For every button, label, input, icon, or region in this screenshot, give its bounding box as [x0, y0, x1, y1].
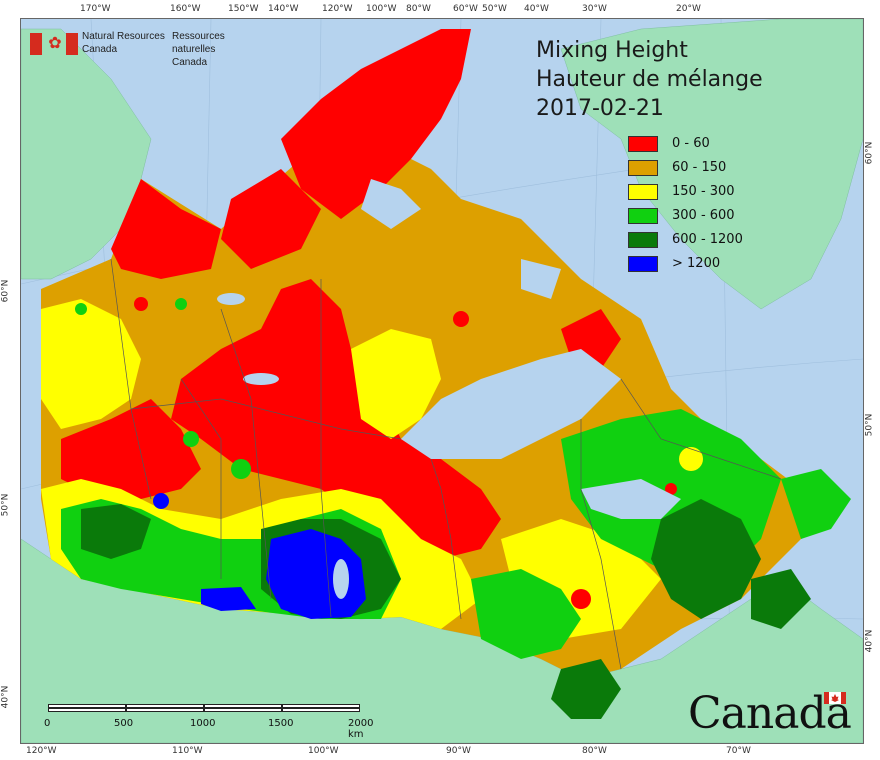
- agency-en-line2: Canada: [82, 44, 118, 55]
- zone-0-60: [221, 169, 321, 269]
- legend-label: 300 - 600: [672, 208, 735, 223]
- scale-label: 2000 km: [348, 718, 374, 740]
- zone-0-60: [281, 29, 471, 219]
- legend-label: > 1200: [672, 256, 721, 271]
- top-tick-label: 100°W: [366, 4, 397, 14]
- legend-swatch: [628, 232, 658, 248]
- top-tick-label: 30°W: [582, 4, 607, 14]
- water-bodies: [217, 179, 681, 599]
- legend-label: 60 - 150: [672, 160, 727, 175]
- top-tick-label: 170°W: [80, 4, 111, 14]
- zone-300-600: [471, 569, 581, 659]
- zone-600-1200: [751, 569, 811, 629]
- legend-item: 300 - 600: [628, 206, 788, 230]
- legend-label: 0 - 60: [672, 136, 710, 151]
- left-tick-label: 50°N: [0, 493, 11, 517]
- bottom-tick-label: 90°W: [446, 746, 471, 756]
- legend-item: 600 - 1200: [628, 230, 788, 254]
- top-tick-label: 140°W: [268, 4, 299, 14]
- legend-item: > 1200: [628, 254, 788, 278]
- bottom-tick-label: 110°W: [172, 746, 203, 756]
- zone-150-300: [351, 329, 441, 439]
- top-tick-label: 50°W: [482, 4, 507, 14]
- map-title: Mixing Height Hauteur de mélange 2017-02…: [536, 36, 836, 123]
- flag-bar-right: [66, 33, 78, 55]
- legend-label: 150 - 300: [672, 184, 735, 199]
- zone-600-1200: [651, 499, 761, 619]
- zone-over-1200: [201, 587, 256, 611]
- right-tick-label: 60°N: [864, 141, 875, 165]
- legend-swatch: [628, 208, 658, 224]
- bottom-tick-label: 80°W: [582, 746, 607, 756]
- maple-leaf-icon: ✿: [48, 35, 62, 52]
- zone-300-600: [781, 469, 851, 539]
- right-tick-label: 40°N: [864, 629, 875, 653]
- map-canvas: [20, 18, 864, 744]
- zone-600-1200: [81, 504, 151, 559]
- agency-name-en: Natural Resources Canada: [82, 30, 165, 56]
- bottom-tick-label: 120°W: [26, 746, 57, 756]
- legend-item: 0 - 60: [628, 134, 788, 158]
- top-tick-label: 120°W: [322, 4, 353, 14]
- top-tick-label: 160°W: [170, 4, 201, 14]
- scale-label: 500: [114, 718, 134, 729]
- title-french: Hauteur de mélange: [536, 67, 763, 92]
- legend-item: 60 - 150: [628, 158, 788, 182]
- agency-en-line1: Natural Resources: [82, 31, 165, 42]
- flag-bar-left: [30, 33, 42, 55]
- top-tick-label: 20°W: [676, 4, 701, 14]
- zone-over-1200: [153, 493, 169, 509]
- zone-600-1200: [551, 659, 621, 719]
- top-tick-label: 150°W: [228, 4, 259, 14]
- legend-swatch: [628, 160, 658, 176]
- agency-name-fr: Ressources naturelles Canada: [172, 30, 225, 69]
- scale-bar: 0 500 1000 1500 2000 km: [44, 704, 384, 740]
- foreign-land: [21, 19, 863, 743]
- scale-label: 1000: [190, 718, 216, 729]
- title-english: Mixing Height: [536, 38, 688, 63]
- zone-150-300: [41, 299, 141, 429]
- canada-flag-icon: [824, 692, 846, 704]
- left-tick-label: 40°N: [0, 685, 11, 709]
- scale-label: 0: [44, 718, 51, 729]
- zone-0-60: [61, 399, 201, 499]
- bottom-tick-label: 70°W: [726, 746, 751, 756]
- legend-swatch: [628, 184, 658, 200]
- agency-signature: ✿ Natural Resources Canada Ressources na…: [30, 30, 225, 68]
- map-svg: [21, 19, 863, 743]
- zone-0-60: [171, 279, 501, 559]
- bottom-tick-label: 100°W: [308, 746, 339, 756]
- top-tick-label: 80°W: [406, 4, 431, 14]
- top-tick-label: 60°W: [453, 4, 478, 14]
- agency-fr-line2: Canada: [172, 57, 208, 68]
- canada-wordmark: Canada: [688, 690, 858, 740]
- scale-label: 1500: [268, 718, 294, 729]
- top-tick-label: 40°W: [524, 4, 549, 14]
- legend-label: 600 - 1200: [672, 232, 743, 247]
- zone-0-60: [111, 179, 221, 279]
- legend-swatch: [628, 256, 658, 272]
- title-date: 2017-02-21: [536, 96, 664, 121]
- province-borders: [110, 258, 782, 670]
- legend: 0 - 60 60 - 150 150 - 300 300 - 600 600 …: [628, 134, 788, 278]
- legend-item: 150 - 300: [628, 182, 788, 206]
- agency-fr-line1: Ressources naturelles: [172, 31, 225, 55]
- left-tick-label: 60°N: [0, 279, 11, 303]
- legend-swatch: [628, 136, 658, 152]
- scale-midline: [48, 707, 360, 709]
- right-tick-label: 50°N: [864, 413, 875, 437]
